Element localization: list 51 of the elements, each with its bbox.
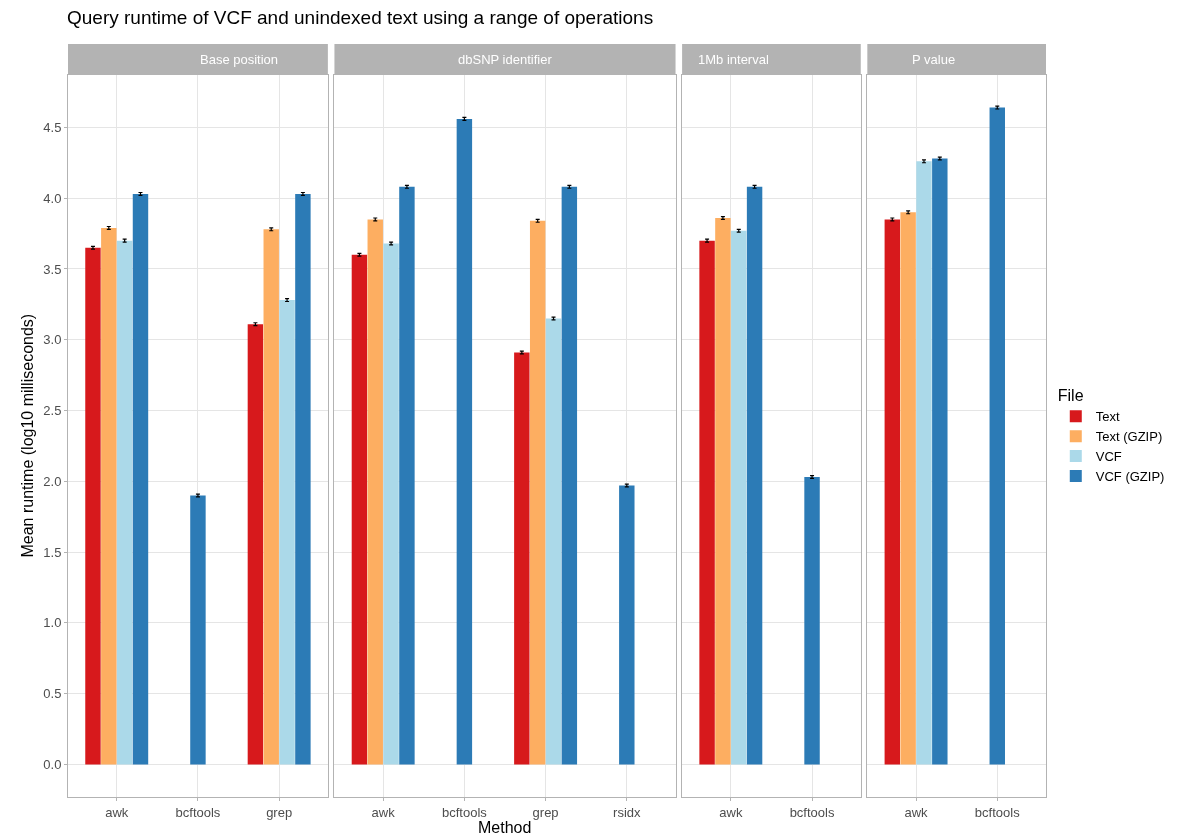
chart-subtitle: Base position [200, 52, 279, 67]
legend-label: VCF [1095, 449, 1122, 465]
bar [731, 230, 747, 765]
bar [263, 229, 279, 765]
bar [101, 227, 117, 765]
legend-title: File [1057, 387, 1084, 405]
bar [884, 219, 901, 765]
bar [247, 324, 264, 765]
bar [746, 186, 763, 765]
bar [916, 161, 932, 765]
x-tick-label: awk [904, 804, 929, 820]
bar [132, 193, 149, 765]
y-tick-label: 3.5 [43, 261, 62, 277]
x-axis-title: Method [478, 819, 532, 836]
bar [804, 477, 820, 765]
y-tick-label: 2.5 [43, 403, 62, 419]
bar [116, 240, 133, 765]
y-axis-title: Mean runtime (log10 milliseconds) [18, 313, 36, 558]
chart-title: Query runtime of VCF and unindexed text using a range of operations [67, 7, 654, 28]
chart-subtitle: P value [912, 52, 956, 67]
chart-subtitle: dbSNP identifier [458, 52, 553, 67]
y-tick-label: 2.0 [43, 473, 62, 489]
chart-subtitle: 1Mb interval [698, 52, 769, 67]
legend-label: Text (GZIP) [1095, 429, 1163, 445]
bar [85, 247, 101, 765]
y-tick-label: 4.0 [43, 190, 62, 206]
x-tick-label: bcftools [175, 804, 221, 820]
bar [279, 300, 295, 765]
legend-label: Text [1095, 409, 1121, 425]
bar [699, 240, 715, 765]
y-tick-label: 1.0 [43, 615, 62, 631]
bar [900, 212, 916, 765]
bar [932, 158, 948, 765]
x-tick-label: bcftools [974, 804, 1021, 820]
y-tick-label: 4.5 [43, 119, 62, 135]
x-tick-label: awk [371, 804, 396, 820]
legend-label: VCF (GZIP) [1095, 469, 1165, 485]
y-tick-label: 1.5 [43, 544, 62, 560]
bar [715, 217, 731, 765]
y-tick-label: 3.0 [43, 332, 62, 348]
x-tick-label: grep [266, 804, 293, 820]
x-tick-label: bcftools [789, 804, 835, 820]
y-tick-label: 0.5 [43, 686, 62, 702]
x-tick-label: grep [532, 804, 559, 820]
bar [989, 107, 1005, 765]
y-tick-label: 0.0 [43, 756, 62, 772]
x-tick-label: awk [105, 804, 129, 820]
x-tick-label: awk [719, 804, 743, 820]
bar [295, 193, 311, 765]
x-tick-label: rsidx [613, 804, 642, 820]
x-tick-label: bcftools [441, 804, 488, 820]
